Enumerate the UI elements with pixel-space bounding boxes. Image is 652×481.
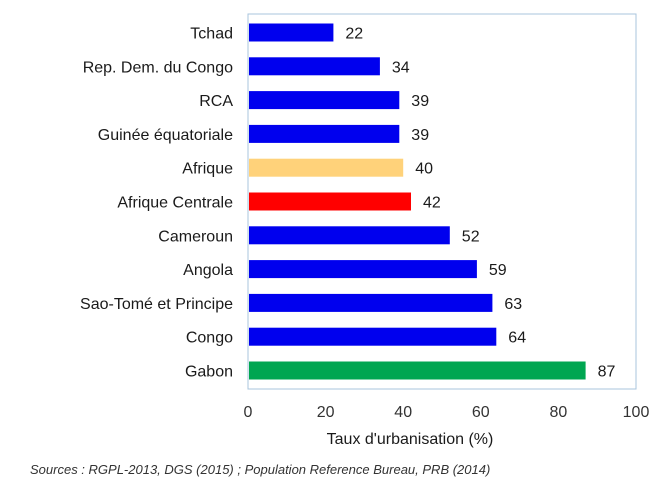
bar-cameroun	[249, 226, 450, 245]
x-tick-label-0: 0	[244, 404, 253, 421]
bar-afrique	[249, 158, 404, 177]
category-label-tchad: Tchad	[190, 26, 233, 43]
value-label-gabon: 87	[598, 364, 616, 381]
value-label-guinee-equatoriale: 39	[411, 127, 429, 144]
value-label-rep-dem-du-congo: 34	[392, 59, 410, 76]
category-label-rep-dem-du-congo: Rep. Dem. du Congo	[83, 59, 233, 76]
value-label-tchad: 22	[345, 26, 363, 43]
bars-group	[249, 23, 586, 380]
value-label-rca: 39	[411, 93, 429, 110]
x-tick-label-40: 40	[394, 404, 412, 421]
x-tick-label-20: 20	[317, 404, 335, 421]
category-label-sao-tome-et-principe: Sao-Tomé et Principe	[80, 296, 233, 313]
category-label-rca: RCA	[199, 93, 233, 110]
value-label-cameroun: 52	[462, 228, 480, 245]
bar-rep-dem-du-congo	[249, 57, 380, 76]
value-label-sao-tome-et-principe: 63	[504, 296, 522, 313]
source-note: Sources : RGPL-2013, DGS (2015) ; Popula…	[30, 462, 490, 477]
value-label-afrique: 40	[415, 161, 433, 178]
value-label-congo: 64	[508, 330, 526, 347]
x-tick-label-100: 100	[623, 404, 650, 421]
bar-tchad	[249, 23, 334, 42]
value-label-angola: 59	[489, 262, 507, 279]
bar-afrique-centrale	[249, 192, 411, 211]
category-labels: Tchad Rep. Dem. du Congo RCA Guinée équator…	[80, 26, 233, 381]
category-label-guinee-equatoriale: Guinée équatoriale	[98, 127, 233, 144]
value-label-afrique-centrale: 42	[423, 195, 441, 212]
bar-gabon	[249, 361, 586, 380]
x-tick-label-80: 80	[550, 404, 568, 421]
bar-angola	[249, 260, 477, 279]
x-tick-labels: 0 20 40 60 80 100	[244, 404, 650, 421]
bar-rca	[249, 91, 400, 110]
x-tick-label-60: 60	[472, 404, 490, 421]
bar-guinee-equatoriale	[249, 124, 400, 143]
category-label-afrique: Afrique	[182, 161, 233, 178]
bar-sao-tome-et-principe	[249, 293, 493, 312]
category-label-cameroun: Cameroun	[158, 228, 233, 245]
category-label-congo: Congo	[186, 330, 233, 347]
x-axis-title: Taux d'urbanisation (%)	[327, 431, 494, 448]
category-label-gabon: Gabon	[185, 364, 233, 381]
category-label-angola: Angola	[183, 262, 233, 279]
bar-congo	[249, 327, 497, 346]
category-label-afrique-centrale: Afrique Centrale	[117, 195, 233, 212]
